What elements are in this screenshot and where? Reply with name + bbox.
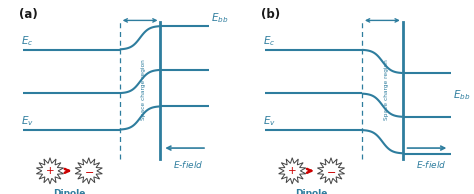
- Text: Dipole: Dipole: [295, 189, 328, 194]
- Text: $E_{bb}$: $E_{bb}$: [211, 12, 228, 25]
- Polygon shape: [75, 158, 102, 184]
- Text: $E_c$: $E_c$: [263, 34, 275, 48]
- Text: $E$-field: $E$-field: [173, 159, 204, 170]
- Text: $+$: $+$: [287, 165, 297, 176]
- Polygon shape: [36, 158, 64, 184]
- Text: (a): (a): [19, 8, 38, 21]
- Text: $+$: $+$: [45, 165, 55, 176]
- Polygon shape: [279, 158, 306, 184]
- Text: $-$: $-$: [326, 166, 336, 176]
- Text: Space charge region: Space charge region: [384, 59, 389, 120]
- Text: $E_v$: $E_v$: [21, 114, 34, 128]
- Text: $E$-field: $E$-field: [416, 159, 446, 170]
- Polygon shape: [318, 158, 345, 184]
- Text: $E_v$: $E_v$: [263, 114, 276, 128]
- Text: Space charge region: Space charge region: [141, 59, 146, 120]
- Text: $E_c$: $E_c$: [21, 34, 33, 48]
- Text: $E_{bb}$: $E_{bb}$: [453, 88, 471, 102]
- Text: Dipole: Dipole: [53, 189, 85, 194]
- Text: $-$: $-$: [84, 166, 94, 176]
- Text: (b): (b): [261, 8, 280, 21]
